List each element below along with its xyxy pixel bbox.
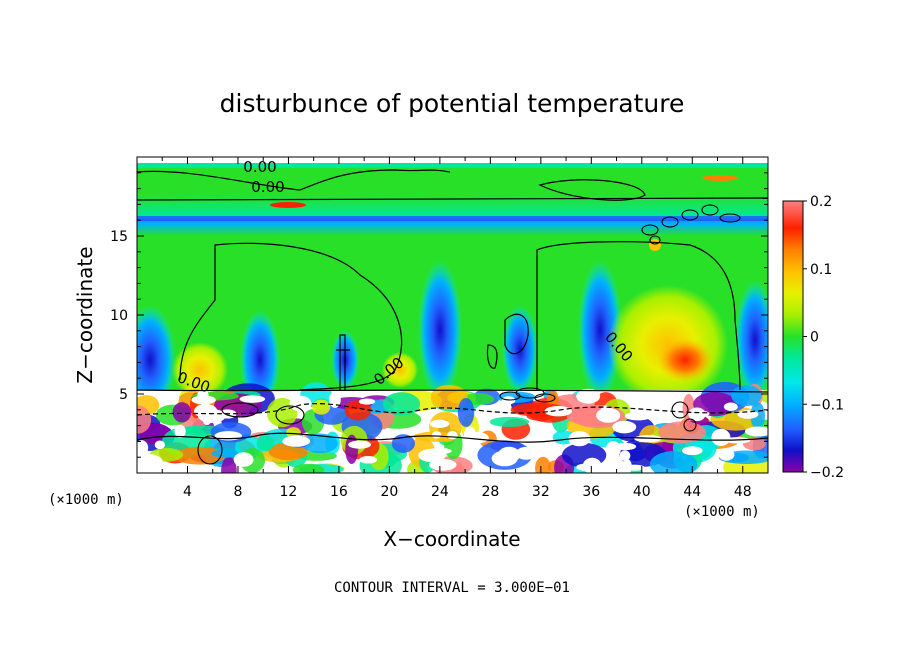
turbulence-blob <box>613 442 637 451</box>
y-tick-label: 10 <box>110 308 128 324</box>
turbulence-blob <box>239 395 266 403</box>
x-axis: 4 8 12 16 20 24 28 32 36 40 44 48 <box>136 157 769 500</box>
turbulence-blob <box>718 448 735 461</box>
turbulence-blob <box>174 424 186 438</box>
colorbar-tick-label: −0.2 <box>810 465 844 481</box>
turbulence-blob <box>221 456 237 473</box>
turbulence-blob <box>301 433 338 454</box>
turbulence-blob <box>535 456 551 473</box>
turbulence-blob <box>737 410 759 419</box>
turbulence-blob <box>312 399 331 415</box>
turbulence-blob <box>430 384 468 410</box>
turbulence-blob <box>447 431 458 440</box>
turbulence-blob <box>137 454 163 470</box>
turbulence-blob <box>427 447 452 455</box>
x-tick-label: 16 <box>330 484 348 500</box>
turbulence-blob <box>463 426 477 444</box>
turbulence-blob <box>344 400 372 421</box>
contour-label: 0.00 <box>243 158 276 176</box>
turbulence-blob <box>382 392 421 416</box>
x-tick-label: 40 <box>633 484 651 500</box>
turbulence-blob <box>289 395 312 412</box>
turbulence-blob <box>711 428 731 447</box>
turbulence-blob <box>712 462 723 473</box>
turbulence-blob <box>688 407 706 422</box>
x-tick-label: 24 <box>431 484 449 500</box>
turbulence-blob <box>600 405 612 419</box>
colorbar-tick-label: 0.1 <box>810 262 832 278</box>
turbulence-blob <box>211 449 239 458</box>
turbulence-blob <box>576 463 594 471</box>
y-axis: 5 10 15 <box>110 156 768 474</box>
contour-lines <box>137 169 768 443</box>
x-unit-left: (×1000 m) <box>48 492 124 508</box>
turbulence-blob <box>619 450 631 461</box>
x-tick-label: 48 <box>734 484 752 500</box>
turbulence-blob <box>622 458 632 473</box>
x-tick-label: 28 <box>481 484 499 500</box>
turbulence-blob <box>658 421 707 444</box>
colorbar-tick-label: 0 <box>810 330 819 346</box>
turbulence-blob <box>202 411 212 426</box>
turbulence-blob <box>723 402 738 411</box>
x-tick-label: 8 <box>233 484 242 500</box>
turbulence-blob <box>359 455 378 464</box>
plot-field <box>137 157 768 473</box>
turbulence-blob <box>329 391 341 408</box>
turbulence-blob <box>515 446 537 460</box>
x-tick-label: 20 <box>380 484 398 500</box>
turbulence-blob <box>197 409 226 423</box>
turbulence-blob <box>457 397 475 427</box>
turbulence-blob <box>286 427 301 439</box>
x-tick-label: 44 <box>683 484 701 500</box>
turbulence-blob <box>282 435 311 447</box>
contour-interval-note: CONTOUR INTERVAL = 3.000E−01 <box>334 580 570 596</box>
turbulence-blob <box>429 459 457 471</box>
turbulence-blob <box>665 411 674 422</box>
colorbar-tick-label: 0.2 <box>810 194 832 210</box>
chart-title: disturbunce of potential temperature <box>220 89 685 118</box>
x-unit-right: (×1000 m) <box>684 504 760 520</box>
turbulence-blob <box>497 446 521 463</box>
x-tick-label: 4 <box>183 484 192 500</box>
turbulence-blob <box>137 405 152 434</box>
colorbar-tick-label: −0.1 <box>810 397 844 413</box>
turbulence-blob <box>348 440 372 449</box>
turbulence-blob <box>256 435 275 452</box>
turbulence-blob <box>154 440 165 450</box>
turbulence-blob <box>429 419 450 428</box>
turbulence-blob <box>576 388 601 404</box>
turbulence-blob <box>358 398 376 405</box>
contour-label: 0.00 <box>251 178 284 196</box>
x-tick-label: 12 <box>280 484 298 500</box>
turbulence-blob <box>172 402 192 423</box>
x-tick-label: 32 <box>532 484 550 500</box>
colorbar <box>783 201 803 472</box>
turbulence-blob <box>191 395 216 405</box>
turbulence-blob <box>744 426 768 437</box>
turbulence-blob <box>489 416 530 428</box>
turbulence-blob <box>431 431 442 439</box>
turbulence-blob <box>292 463 325 473</box>
y-axis-label: Z−coordinate <box>73 246 97 383</box>
turbulence-blob <box>137 440 149 456</box>
y-tick-label: 15 <box>110 229 128 245</box>
turbulence-blob <box>612 420 637 434</box>
x-axis-label: X−coordinate <box>383 527 520 551</box>
turbulence-blob <box>693 392 737 417</box>
y-tick-label: 5 <box>119 387 128 403</box>
turbulence-blob <box>649 451 698 473</box>
contour-clusters <box>197 204 741 465</box>
turbulence-blob <box>731 385 762 407</box>
turbulence-blob <box>544 405 573 417</box>
turbulence-blob <box>233 452 254 467</box>
colorbar-ticks: 0.2 0.1 0 −0.1 −0.2 <box>803 194 844 481</box>
turbulence-blob <box>595 464 608 473</box>
x-tick-label: 36 <box>582 484 600 500</box>
turbulence-blob <box>624 412 652 421</box>
turbulence-blob <box>682 446 703 456</box>
